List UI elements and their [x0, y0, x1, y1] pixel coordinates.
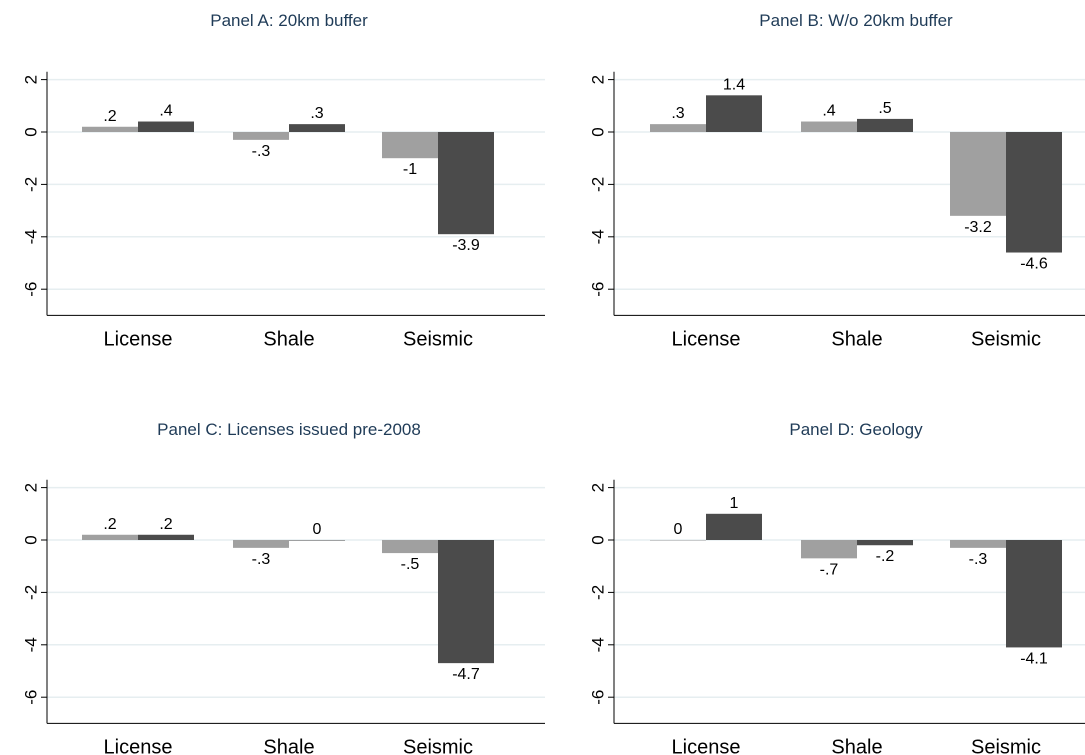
- data-label: 0: [674, 521, 683, 538]
- data-label: -4.7: [452, 666, 480, 683]
- data-label: .4: [822, 103, 835, 120]
- bar: [857, 540, 913, 546]
- data-label: -.3: [252, 143, 271, 160]
- x-tick-label: License: [104, 328, 173, 350]
- x-tick-label: License: [672, 736, 741, 755]
- data-label: -.3: [252, 551, 271, 568]
- y-tick-label: -2: [22, 585, 41, 600]
- bar: [138, 534, 194, 540]
- y-tick-label: 2: [589, 483, 608, 492]
- y-tick-label: -2: [22, 177, 41, 192]
- bar: [382, 540, 438, 554]
- panel-title: Panel B: W/o 20km buffer: [759, 11, 953, 30]
- data-label: 1: [730, 495, 739, 512]
- bar: [1006, 540, 1062, 648]
- bar: [82, 126, 138, 132]
- bar: [1006, 132, 1062, 253]
- y-tick-label: -6: [589, 282, 608, 297]
- y-tick-label: -2: [589, 177, 608, 192]
- bar: [650, 540, 706, 541]
- bar: [438, 132, 494, 235]
- data-label: 1.4: [723, 76, 745, 93]
- panel-title: Panel A: 20km buffer: [210, 11, 368, 30]
- bar: [950, 540, 1006, 548]
- y-tick-label: -6: [22, 282, 41, 297]
- bar: [289, 124, 345, 132]
- bar: [801, 540, 857, 559]
- y-tick-label: -4: [589, 637, 608, 652]
- data-label: .2: [103, 108, 116, 125]
- x-tick-label: Shale: [263, 328, 314, 350]
- data-label: -4.6: [1020, 256, 1048, 273]
- y-tick-label: -4: [22, 637, 41, 652]
- bar: [138, 121, 194, 132]
- panel-title: Panel D: Geology: [789, 420, 923, 439]
- y-tick-label: -6: [589, 690, 608, 705]
- x-tick-label: Seismic: [403, 328, 473, 350]
- bar: [233, 132, 289, 140]
- data-label: .2: [159, 516, 172, 533]
- bar: [289, 540, 345, 541]
- data-label: -.5: [401, 556, 420, 573]
- y-tick-label: -2: [589, 585, 608, 600]
- panel-title: Panel C: Licenses issued pre-2008: [157, 420, 421, 439]
- bar: [233, 540, 289, 548]
- data-label: .5: [878, 100, 891, 117]
- x-tick-label: Shale: [263, 736, 314, 755]
- data-label: -4.1: [1020, 650, 1048, 667]
- data-label: -3.9: [452, 237, 480, 254]
- bar: [650, 124, 706, 132]
- y-tick-label: 0: [589, 535, 608, 544]
- data-label: .3: [671, 105, 684, 122]
- data-label: .3: [310, 105, 323, 122]
- bar: [438, 540, 494, 664]
- data-label: .4: [159, 103, 172, 120]
- y-tick-label: 0: [22, 127, 41, 136]
- y-tick-label: -6: [22, 690, 41, 705]
- bar: [801, 121, 857, 132]
- y-tick-label: 0: [589, 127, 608, 136]
- x-tick-label: Seismic: [403, 736, 473, 755]
- bar: [950, 132, 1006, 216]
- y-tick-label: 2: [22, 483, 41, 492]
- x-tick-label: Seismic: [971, 736, 1041, 755]
- data-label: -.2: [876, 548, 895, 565]
- y-tick-label: 2: [22, 75, 41, 84]
- bar: [382, 132, 438, 159]
- data-label: -.7: [820, 561, 839, 578]
- y-tick-label: -4: [22, 229, 41, 244]
- data-label: .2: [103, 516, 116, 533]
- bar: [706, 513, 762, 540]
- data-label: 0: [313, 521, 322, 538]
- x-tick-label: License: [672, 328, 741, 350]
- y-tick-label: -4: [589, 229, 608, 244]
- data-label: -1: [403, 161, 417, 178]
- y-tick-label: 0: [22, 535, 41, 544]
- x-tick-label: Shale: [831, 736, 882, 755]
- x-tick-label: License: [104, 736, 173, 755]
- y-tick-label: 2: [589, 75, 608, 84]
- bar: [82, 534, 138, 540]
- data-label: -.3: [969, 551, 988, 568]
- bar: [857, 118, 913, 132]
- data-label: -3.2: [964, 219, 992, 236]
- x-tick-label: Seismic: [971, 328, 1041, 350]
- x-tick-label: Shale: [831, 328, 882, 350]
- bar: [706, 95, 762, 132]
